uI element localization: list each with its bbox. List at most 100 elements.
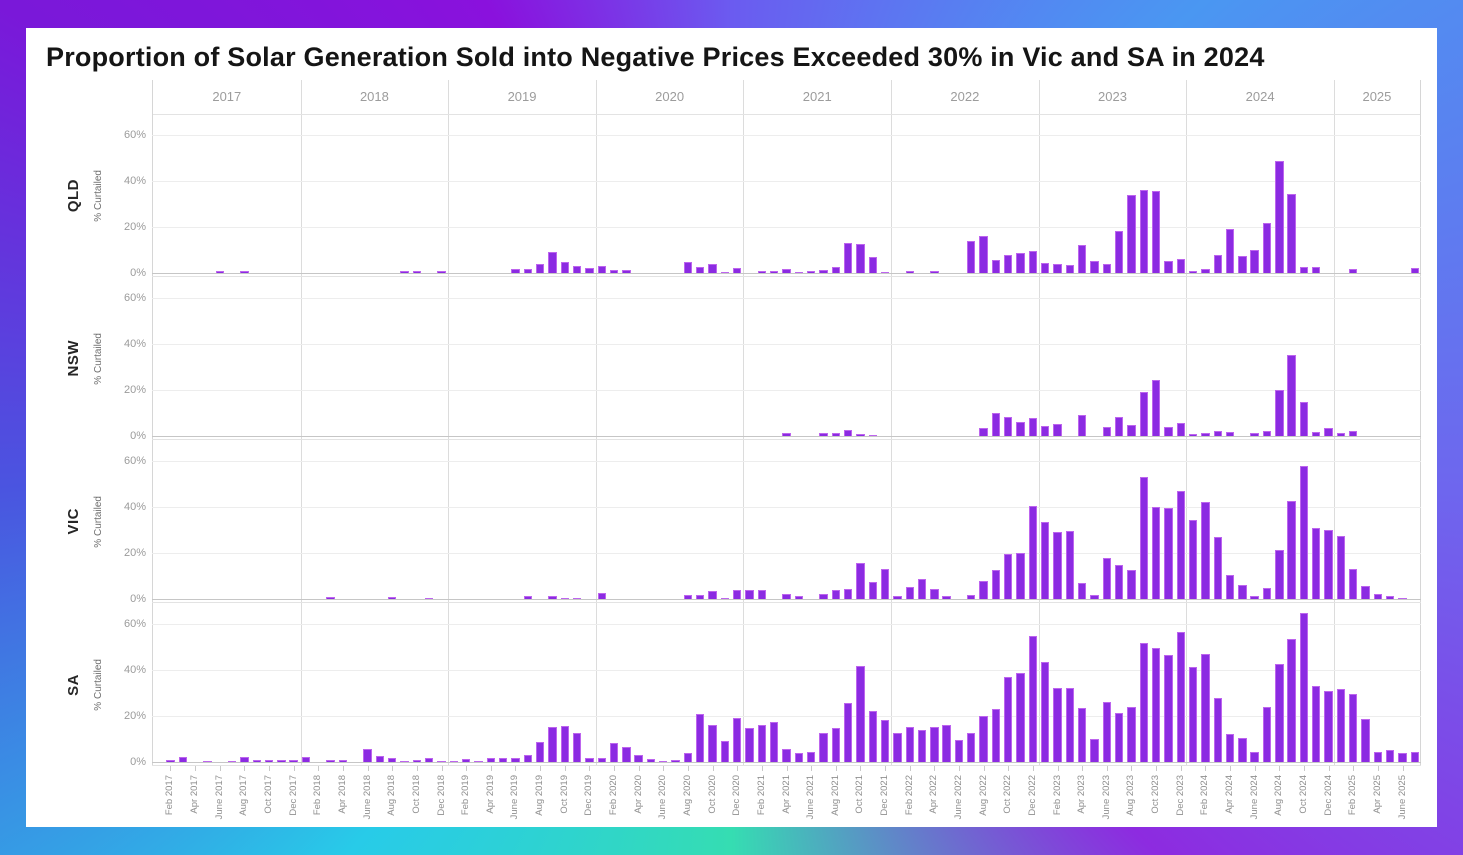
bar-vic-m82[interactable] <box>1164 508 1173 599</box>
bar-qld-m29[interactable] <box>511 268 520 273</box>
bar-qld-m38[interactable] <box>622 270 631 273</box>
bar-sa-m89[interactable] <box>1250 752 1259 762</box>
bar-nsw-m75[interactable] <box>1078 414 1087 436</box>
bar-nsw-m91[interactable] <box>1275 390 1284 436</box>
bar-nsw-m78[interactable] <box>1114 417 1124 436</box>
bar-qld-m36[interactable] <box>597 266 606 273</box>
bar-nsw-m55[interactable] <box>831 432 840 436</box>
bar-vic-m45[interactable] <box>708 591 717 599</box>
bar-sa-m61[interactable] <box>905 726 914 762</box>
bar-qld-m50[interactable] <box>769 271 779 273</box>
bar-qld-m63[interactable] <box>930 270 939 273</box>
bar-vic-m48[interactable] <box>745 590 754 599</box>
bar-qld-m87[interactable] <box>1225 229 1235 273</box>
bar-vic-m43[interactable] <box>683 594 693 599</box>
bar-vic-m97[interactable] <box>1349 568 1358 599</box>
bar-qld-m74[interactable] <box>1065 264 1075 273</box>
bar-vic-m66[interactable] <box>967 595 976 599</box>
bar-sa-m68[interactable] <box>991 709 1001 762</box>
bar-sa-m36[interactable] <box>597 758 606 762</box>
bar-nsw-m83[interactable] <box>1176 423 1185 436</box>
bar-nsw-m85[interactable] <box>1201 433 1210 436</box>
bar-nsw-m70[interactable] <box>1016 421 1025 436</box>
bar-vic-m32[interactable] <box>548 596 557 599</box>
bar-qld-m45[interactable] <box>708 264 717 273</box>
bar-qld-m91[interactable] <box>1275 160 1284 273</box>
bar-sa-m23[interactable] <box>437 760 446 762</box>
bar-vic-m73[interactable] <box>1053 532 1062 599</box>
bar-sa-m4[interactable] <box>203 760 212 762</box>
bar-qld-m76[interactable] <box>1090 260 1099 273</box>
bar-sa-m14[interactable] <box>326 760 335 762</box>
bar-nsw-m96[interactable] <box>1336 433 1346 436</box>
bar-sa-m99[interactable] <box>1373 752 1383 762</box>
bar-nsw-m94[interactable] <box>1312 431 1321 436</box>
bar-qld-m35[interactable] <box>585 268 594 273</box>
bar-qld-m46[interactable] <box>720 271 730 273</box>
bar-vic-m101[interactable] <box>1398 597 1407 599</box>
bar-qld-m89[interactable] <box>1250 250 1259 273</box>
bar-qld-m102[interactable] <box>1410 268 1420 273</box>
bar-sa-m90[interactable] <box>1262 707 1272 762</box>
bar-vic-m22[interactable] <box>425 597 434 599</box>
bar-sa-m22[interactable] <box>425 758 434 762</box>
bar-nsw-m95[interactable] <box>1324 427 1333 436</box>
bar-vic-m75[interactable] <box>1078 583 1087 599</box>
bar-vic-m72[interactable] <box>1041 521 1050 599</box>
bar-vic-m98[interactable] <box>1361 585 1370 599</box>
bar-sa-m67[interactable] <box>979 716 988 762</box>
bar-qld-m57[interactable] <box>856 244 865 273</box>
bar-vic-m64[interactable] <box>942 595 951 599</box>
bar-sa-m32[interactable] <box>548 727 557 762</box>
bar-sa-m15[interactable] <box>338 759 348 762</box>
bar-nsw-m97[interactable] <box>1349 431 1358 436</box>
bar-qld-m75[interactable] <box>1078 244 1087 273</box>
bar-sa-m17[interactable] <box>363 749 372 762</box>
bar-sa-m70[interactable] <box>1016 673 1025 762</box>
bar-vic-m84[interactable] <box>1188 520 1198 599</box>
bar-sa-m60[interactable] <box>893 732 902 762</box>
bar-vic-m49[interactable] <box>757 590 767 599</box>
bar-qld-m73[interactable] <box>1053 263 1062 273</box>
bar-nsw-m68[interactable] <box>991 413 1001 436</box>
bar-nsw-m92[interactable] <box>1287 355 1296 436</box>
bar-vic-m55[interactable] <box>831 589 840 599</box>
bar-qld-m83[interactable] <box>1176 259 1185 273</box>
bar-sa-m85[interactable] <box>1201 654 1210 762</box>
bar-vic-m77[interactable] <box>1102 557 1112 599</box>
bar-qld-m58[interactable] <box>868 256 877 273</box>
bar-qld-m53[interactable] <box>806 271 816 273</box>
bar-qld-m86[interactable] <box>1213 255 1222 273</box>
bar-sa-m100[interactable] <box>1386 749 1395 762</box>
bar-vic-m93[interactable] <box>1299 465 1309 599</box>
bar-qld-m51[interactable] <box>782 269 791 273</box>
bar-vic-m19[interactable] <box>388 597 397 599</box>
bar-sa-m29[interactable] <box>511 758 520 762</box>
bar-nsw-m90[interactable] <box>1262 430 1272 436</box>
bar-sa-m24[interactable] <box>449 760 459 762</box>
bar-qld-m66[interactable] <box>967 240 976 273</box>
bar-vic-m58[interactable] <box>868 582 877 599</box>
bar-sa-m96[interactable] <box>1336 688 1346 762</box>
bar-qld-m92[interactable] <box>1287 193 1296 273</box>
bar-sa-m50[interactable] <box>769 721 779 762</box>
bar-qld-m44[interactable] <box>696 267 705 273</box>
bar-vic-m14[interactable] <box>326 597 335 599</box>
bar-sa-m80[interactable] <box>1139 643 1148 762</box>
bar-sa-m39[interactable] <box>634 755 643 762</box>
bar-sa-m88[interactable] <box>1238 737 1247 762</box>
bar-nsw-m89[interactable] <box>1250 433 1259 436</box>
bar-sa-m81[interactable] <box>1151 647 1161 762</box>
bar-nsw-m87[interactable] <box>1225 431 1235 436</box>
bar-qld-m81[interactable] <box>1151 190 1161 273</box>
bar-vic-m94[interactable] <box>1312 527 1321 599</box>
bar-sa-m35[interactable] <box>585 757 594 762</box>
bar-vic-m91[interactable] <box>1275 549 1284 599</box>
bar-sa-m98[interactable] <box>1361 718 1370 762</box>
bar-vic-m99[interactable] <box>1373 594 1383 599</box>
bar-sa-m51[interactable] <box>782 749 791 762</box>
bar-nsw-m54[interactable] <box>819 433 828 436</box>
bar-qld-m32[interactable] <box>548 252 557 273</box>
bar-qld-m55[interactable] <box>831 266 840 273</box>
bar-vic-m61[interactable] <box>905 586 914 599</box>
